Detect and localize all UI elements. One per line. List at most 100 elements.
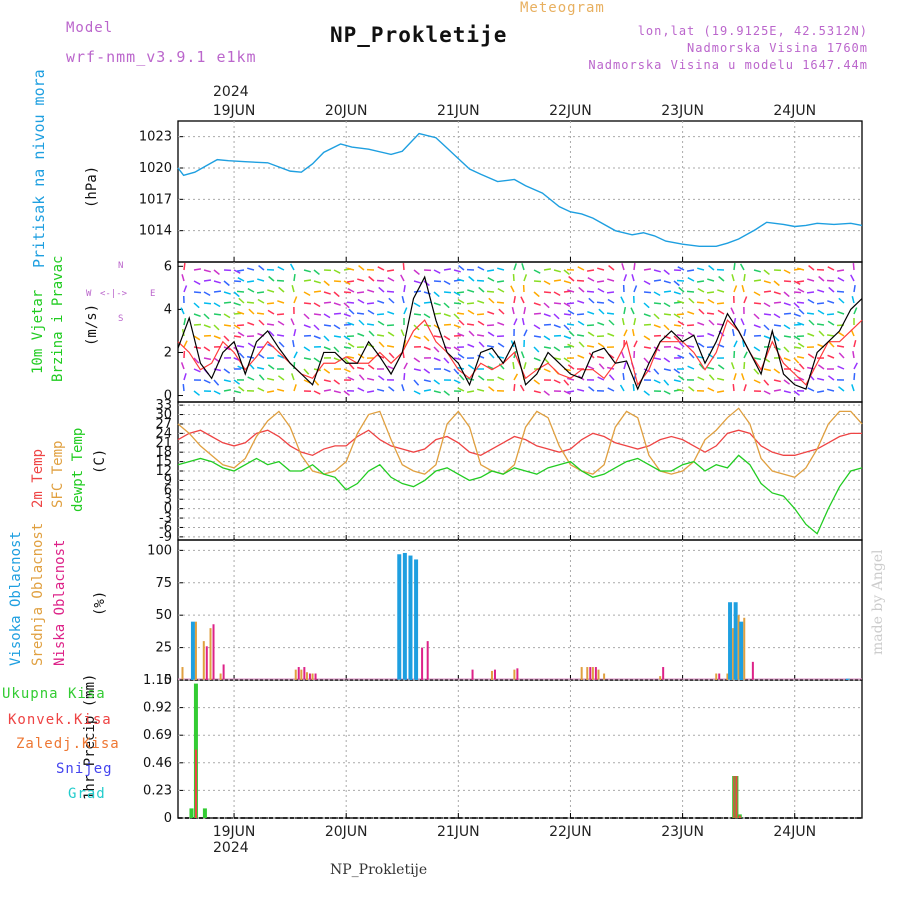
y-tick-label: 3 [164,492,172,507]
y-tick-label: 0.46 [143,756,172,771]
wind-arrow [213,290,222,293]
wind-arrow [553,324,561,329]
wind-arrow [688,352,695,359]
wind-arrow [563,324,570,331]
wind-arrow [818,275,825,282]
wind-arrow [443,368,451,373]
wind-arrow [806,312,815,315]
wind-arrow [742,339,745,348]
wind-arrow [643,280,651,285]
wind-arrow [466,302,475,305]
wind-arrow [323,389,332,392]
wind-arrow [523,274,528,282]
wind-arrow [543,268,552,271]
y-tick-label: 1014 [139,224,172,239]
wind-arrow [577,300,585,304]
wind-arrow [773,335,780,342]
wind-arrow [333,302,341,306]
wind-arrow [193,280,201,285]
wind-arrow [663,269,670,275]
wind-arrow [413,313,422,316]
wind-arrow [808,319,815,326]
wind-arrow [563,379,570,386]
wind-arrow [578,341,585,348]
wind-arrow [401,296,405,304]
wind-arrow [643,357,650,364]
cloud-mid-bar [311,673,314,680]
wind-arrow [587,277,595,282]
wind-arrow [181,274,185,282]
day-label-bottom: 24JUN [773,824,816,840]
wind-arrow [313,335,321,340]
y-tick-label: 4 [164,302,172,317]
wind-arrow [313,324,320,331]
wind-arrow [520,351,525,359]
wind-arrow [347,267,355,271]
wind-arrow [828,341,835,348]
precip-total-bar [189,808,194,818]
day-label-top: 22JUN [549,103,592,119]
precip-conv-bar [194,749,197,818]
wind-arrow [707,387,715,392]
cloud-mid-bar [490,670,493,680]
cloud-low-bar [421,647,424,680]
wind-arrow [827,388,835,392]
wind-arrow [677,320,685,326]
wind-arrow [497,321,505,326]
wind-arrow [663,379,670,386]
wind-arrow [403,284,406,293]
wind-arrow [836,269,845,272]
wind-arrow [236,269,245,272]
wind-arrow [678,341,685,348]
y-tick-label: 9 [164,473,172,488]
wind-arrow [597,376,605,381]
wind-arrow [773,368,781,374]
wind-arrow [323,313,331,319]
wind-arrow [808,265,815,271]
wind-arrow [193,390,200,396]
wind-arrow [773,389,782,392]
wind-arrow [577,320,585,326]
y-tick-label: 27 [155,417,172,432]
wind-arrow [653,368,660,375]
wind-arrow [496,280,505,283]
cloud-low-bar [751,661,754,680]
wind-arrow [257,278,265,282]
wind-arrow [213,302,221,308]
wind-arrow [852,262,855,271]
cloud-low-bar [426,641,429,680]
wind-arrow [633,340,638,348]
wind-arrow [247,287,255,293]
wind-arrow [247,342,255,348]
wind-arrow [622,372,625,381]
wind-arrow [707,332,715,337]
compass-arrow: <-|-> [100,289,128,299]
wind-arrow [836,290,845,293]
wind-arrow [453,368,460,375]
wind-arrow [806,291,815,294]
wind-arrow [183,340,188,348]
cloud-low-bar [212,624,215,680]
wind-arrow [633,317,637,326]
wind-arrow [731,328,735,337]
wind-arrow [358,319,365,326]
elevation-text: Nadmorska Visina 1760m [687,41,868,55]
wind-arrow [553,379,561,384]
wind-arrow [323,379,331,383]
wind-arrow [313,379,320,386]
wind-arrow [466,323,475,326]
wind-arrow [367,377,375,381]
wind-arrow [763,379,770,386]
wind-arrow [511,307,515,315]
wind-arrow [643,390,650,396]
day-label-bottom: 19JUN [213,824,256,840]
cloud-mid-bar [219,673,222,680]
cloud-mid-bar [209,628,212,680]
wind-arrow [586,290,595,293]
wind-arrow [213,313,222,316]
wind-arrow [402,350,405,359]
wind-arrow [258,374,265,381]
wind-arrow [763,290,772,293]
wind-arrow [377,300,385,304]
wind-arrow [443,357,450,364]
